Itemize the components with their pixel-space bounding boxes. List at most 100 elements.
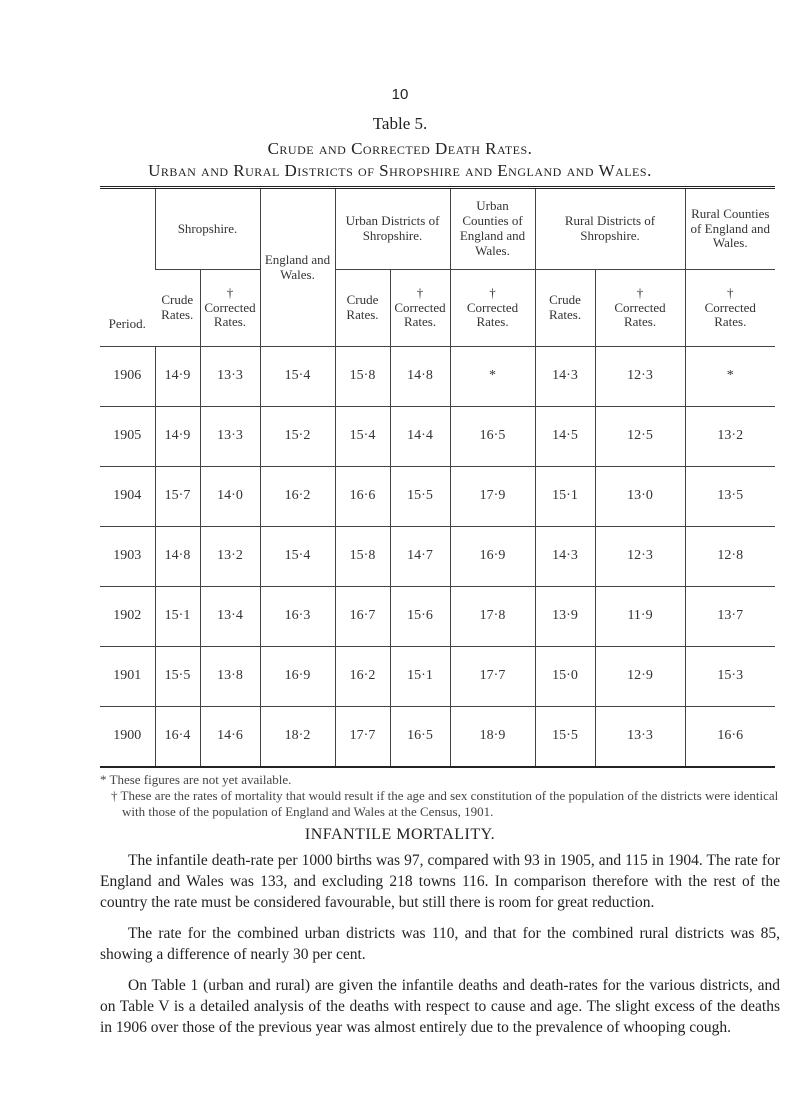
group-header: Shropshire. [154, 187, 260, 270]
rate-cell: 15·8 [334, 526, 390, 587]
rate-cell: 14·5 [534, 406, 596, 467]
rate-cell: 12·5 [594, 406, 686, 467]
period-cell: 1903 [100, 526, 155, 587]
paragraph: On Table 1 (urban and rural) are given t… [100, 977, 780, 1036]
rate-cell: 18·2 [259, 706, 335, 767]
table-row: 1903 14·8 13·2 15·4 15·8 14·7 16·9 14·3 12·3 12·8 [100, 526, 776, 587]
dagger-marker: † [636, 284, 644, 300]
rate-cell: 13·3 [594, 706, 686, 767]
rate-cell: 12·8 [684, 526, 776, 587]
dagger-marker: † [489, 284, 496, 300]
rate-cell: 14·9 [154, 346, 200, 407]
period-cell: 1904 [100, 466, 155, 527]
period-cell: 1900 [113, 728, 142, 744]
rate-cell: 14·7 [389, 526, 451, 587]
table-row: 1905 14·9 13·3 15·2 15·4 14·4 16·5 14·5 12·5 13·2 [100, 406, 776, 467]
rate-cell: 13·8 [199, 646, 260, 707]
section-heading: INFANTILE MORTALITY. [304, 826, 496, 843]
rate-cell: 14·8 [389, 346, 451, 407]
rate-cell: 16·5 [389, 706, 451, 767]
rate-cell: 15·4 [334, 406, 390, 467]
rate-cell: 14·9 [154, 406, 200, 467]
column-header: Crude Rates. [155, 269, 200, 347]
rate-cell: 17·7 [334, 706, 390, 767]
column-header: † Corrected Rates. [684, 269, 776, 347]
rate-cell: 16·6 [334, 466, 390, 527]
period-cell: 1905 [100, 406, 155, 467]
column-header: Period. [100, 187, 155, 347]
column-header: Crude Rates. [334, 269, 390, 347]
column-header: † Corrected Rates. [594, 269, 686, 347]
rate-cell: 15·3 [684, 646, 776, 707]
rate-cell: 18·9 [449, 706, 536, 767]
page-number: 10 [391, 86, 409, 103]
rate-cell: 15·8 [334, 346, 390, 407]
rate-cell: 15·0 [534, 646, 596, 707]
rate-cell: 15·1 [389, 646, 451, 707]
rate-cell: 13·7 [684, 586, 776, 647]
rate-cell: 16·2 [259, 466, 335, 527]
rate-cell: 17·7 [449, 646, 536, 707]
rate-cell: 17·9 [449, 466, 536, 527]
rate-cell: 16·9 [449, 526, 536, 587]
rate-cell: 16·7 [334, 586, 390, 647]
column-header: England and Wales. [259, 187, 335, 347]
rate-cell: 13·5 [684, 466, 776, 527]
rate-cell: 16·3 [259, 586, 335, 647]
dagger-marker: † [416, 284, 424, 300]
table-title: Table 5. [372, 114, 428, 133]
rate-cell: 17·8 [449, 586, 536, 647]
rate-cell: 13·3 [199, 346, 260, 407]
footnote: * These figures are not yet available. [100, 772, 292, 787]
rate-cell: 15·5 [534, 706, 596, 767]
rate-cell: 15·4 [259, 346, 335, 407]
rate-cell: 16·2 [334, 646, 390, 707]
rate-cell: 12·3 [594, 526, 686, 587]
column-label: Corrected Rates. [614, 299, 666, 330]
body-text: The infantile death-rate per 1000 births… [100, 850, 780, 1048]
group-header: Urban Counties of England and Wales. [449, 187, 536, 270]
rate-cell: 13·0 [594, 466, 686, 527]
period-cell: 1902 [100, 586, 155, 647]
column-label: Crude Rates. [548, 292, 582, 322]
table-row: 1902 15·1 13·4 16·3 16·7 15·6 17·8 13·9 11·9 13·7 [100, 586, 776, 647]
rate-cell: 14·4 [389, 406, 451, 467]
rate-cell: 14·6 [199, 706, 260, 767]
column-header: Crude Rates. [534, 269, 596, 347]
rate-cell: 16·5 [449, 406, 536, 467]
group-header: Rural Counties of England and Wales. [684, 187, 776, 270]
column-label: Crude Rates. [161, 292, 194, 322]
group-header: Urban Districts of Shropshire. [334, 187, 451, 270]
rate-cell: 13·3 [199, 406, 260, 467]
column-label: Corrected Rates. [704, 299, 756, 330]
rate-cell: * [684, 346, 776, 407]
rate-cell: 12·9 [594, 646, 686, 707]
column-label: Corrected Rates. [204, 299, 256, 330]
rate-cell: 15·7 [154, 466, 200, 527]
rate-cell: 13·2 [684, 406, 776, 467]
table-row: 1901 15·5 13·8 16·9 16·2 15·1 17·7 15·0 12·9 15·3 [100, 646, 776, 707]
column-label: Corrected Rates. [466, 299, 519, 330]
rate-cell: 14·3 [534, 346, 596, 407]
table-subtitle: Urban and Rural Districts of Shropshire … [148, 161, 652, 180]
table-subtitle: Crude and Corrected Death Rates. [267, 139, 533, 158]
rate-cell: 15·4 [259, 526, 335, 587]
rate-cell: 15·2 [259, 406, 335, 467]
rate-cell: 14·3 [534, 526, 596, 587]
rate-cell: 14·0 [199, 466, 260, 527]
rate-cell: * [449, 346, 536, 407]
table-row: 1904 15·7 14·0 16·2 16·6 15·5 17·9 15·1 13·0 13·5 [100, 466, 776, 527]
rate-cell: 15·5 [154, 646, 200, 707]
column-label: Crude Rates. [346, 292, 379, 322]
dagger-marker: † [226, 284, 234, 300]
rate-cell: 15·6 [389, 586, 451, 647]
rate-cell: 16·9 [259, 646, 335, 707]
rates-table: Period. Shropshire. England and Wales. Urba… [100, 186, 776, 768]
rate-cell: 15·1 [534, 466, 596, 527]
footnotes: * These figures are not yet available. † … [100, 772, 780, 820]
column-header: † Corrected Rates. [199, 269, 260, 347]
rate-cell: 13·9 [534, 586, 596, 647]
column-header: † Corrected Rates. [389, 269, 451, 347]
